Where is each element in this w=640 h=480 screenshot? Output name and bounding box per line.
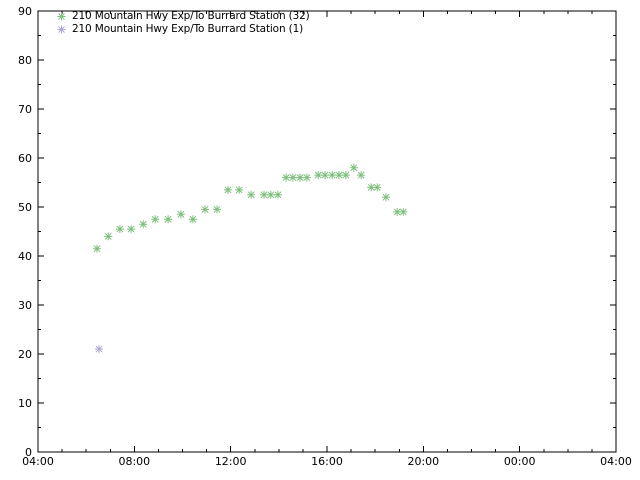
data-point-green: [335, 171, 343, 180]
data-point-green: [296, 173, 305, 182]
data-point-green: [274, 190, 282, 199]
asterisk-marker-icon: [57, 12, 66, 21]
data-point-green: [288, 173, 297, 182]
data-point-green: [104, 232, 113, 241]
x-axis-tick-labels: 04:00 08:00 12:00 16:00 20:00 00:00 04:00: [22, 455, 632, 468]
data-point-green: [164, 215, 173, 224]
data-point-green: [201, 205, 209, 214]
data-point-green: [367, 183, 376, 192]
data-point-green: [115, 225, 124, 234]
y-tick-label: 90: [18, 5, 32, 18]
data-point-green: [235, 185, 244, 194]
x-tick-label: 12:00: [215, 455, 247, 468]
y-tick-label: 40: [18, 250, 32, 263]
x-tick-label: 00:00: [504, 455, 536, 468]
data-point-green: [213, 205, 221, 214]
data-point-green: [127, 225, 136, 234]
asterisk-marker-green: [57, 12, 66, 21]
data-point-green: [266, 190, 275, 199]
legend-item-green-series: 210 Mountain Hwy Exp/To Burrard Station …: [55, 10, 310, 23]
x-tick-label: 04:00: [600, 455, 632, 468]
data-point-green: [93, 244, 101, 253]
data-point-green: [151, 215, 160, 224]
legend: 210 Mountain Hwy Exp/To Burrard Station …: [55, 10, 310, 36]
axis-ticks: [37, 10, 617, 453]
legend-label-purple: 210 Mountain Hwy Exp/To Burrard Station …: [72, 23, 304, 35]
data-point-green: [176, 210, 185, 219]
data-point-green: [373, 183, 382, 192]
y-tick-label: 0: [25, 446, 32, 459]
data-point-green: [282, 173, 291, 182]
data-points: [93, 163, 408, 354]
data-point-green: [341, 171, 350, 180]
data-point-green: [321, 171, 329, 180]
data-point-green: [188, 215, 197, 224]
plot-area-border: [37, 10, 617, 453]
y-tick-label: 50: [18, 201, 32, 214]
data-point-green: [349, 163, 358, 172]
data-point-green: [139, 220, 148, 229]
data-point-green: [314, 171, 323, 180]
data-point-green: [302, 173, 311, 182]
y-tick-label: 60: [18, 152, 32, 165]
data-point-green: [399, 207, 408, 216]
data-point-green: [247, 190, 256, 199]
data-point-green: [223, 185, 232, 194]
asterisk-marker-icon: [57, 25, 66, 34]
y-tick-label: 70: [18, 103, 32, 116]
asterisk-marker-purple: [57, 25, 66, 34]
x-tick-label: 08:00: [118, 455, 150, 468]
data-point-green: [260, 190, 268, 199]
y-tick-label: 20: [18, 348, 32, 361]
x-tick-label: 16:00: [311, 455, 343, 468]
y-tick-label: 30: [18, 299, 32, 312]
x-tick-label: 04:00: [22, 455, 54, 468]
legend-label-green: 210 Mountain Hwy Exp/To Burrard Station …: [72, 10, 310, 22]
x-tick-label: 20:00: [407, 455, 439, 468]
y-axis-tick-labels: 0 10 20 30 40 50 60 70 80 90: [18, 5, 32, 459]
data-point-green: [357, 171, 366, 180]
legend-item-purple-series: 210 Mountain Hwy Exp/To Burrard Station …: [55, 23, 310, 36]
y-tick-label: 80: [18, 54, 32, 67]
data-point-green: [328, 171, 337, 180]
data-point-green: [393, 207, 402, 216]
data-point-purple: [95, 345, 103, 354]
data-point-green: [382, 193, 390, 202]
y-tick-label: 10: [18, 397, 32, 410]
